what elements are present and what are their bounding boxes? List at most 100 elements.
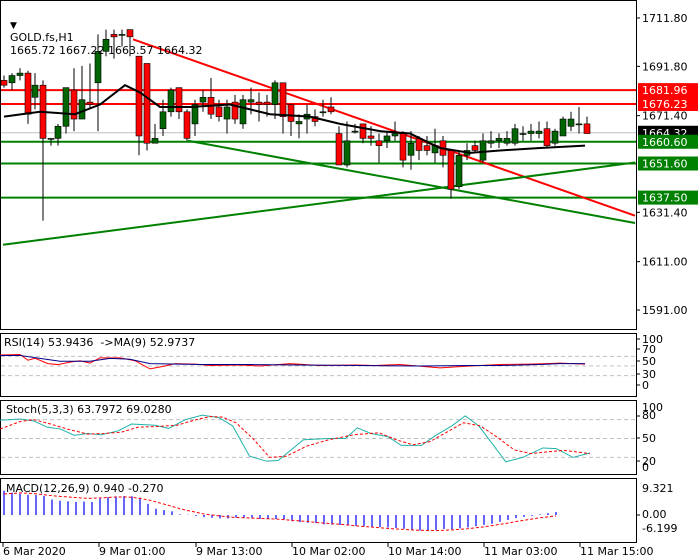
bear-candle [231, 101, 239, 120]
bull-candle [239, 99, 247, 125]
bull-candle [54, 125, 62, 139]
support-price-tag [638, 190, 698, 205]
bear-candle [287, 104, 295, 122]
bear-candle [215, 106, 223, 117]
bull-candle [495, 138, 503, 142]
bull-candle [167, 89, 175, 113]
bull-candle [62, 87, 70, 127]
bear-candle [367, 135, 375, 139]
bear-candle [183, 111, 191, 139]
stoch-tick-label: 50 [642, 432, 656, 445]
stoch-tick-label: 0 [642, 461, 649, 474]
trendline [187, 139, 636, 224]
price-tick-label: 1611.00 [642, 256, 688, 269]
rsi-tick-label: 30 [642, 368, 656, 381]
rsi-tick-label: 0 [642, 379, 649, 392]
bull-candle [383, 135, 391, 142]
axes: 1711.80 1691.80 1671.40 1631.40 1611.00 1591.… [2, 12, 698, 558]
bear-candle [279, 82, 287, 117]
price-tick-label: 1691.80 [642, 60, 688, 73]
bull-candle [295, 121, 303, 125]
bull-candle [151, 138, 159, 144]
bull-candle [551, 130, 559, 144]
macd-panel[interactable] [0, 478, 637, 543]
bear-candle [583, 123, 591, 134]
rsi-label: RSI(14) 53.9436 ->MA(9) 52.9737 [4, 336, 196, 349]
bull-candle [407, 142, 415, 156]
bear-candle [423, 145, 431, 151]
support-price-tag-label: 1637.50 [642, 192, 688, 205]
time-tick-label: 9 Mar 01:00 [99, 545, 165, 558]
rsi-ma-line [0, 354, 585, 367]
stoch-tick-label: 20 [642, 455, 656, 468]
support-price-tag [638, 156, 698, 171]
stoch-panel[interactable] [0, 400, 637, 475]
time-tick-label: 6 Mar 2020 [3, 545, 66, 558]
bear-candle [327, 106, 335, 113]
bear-candle [135, 55, 143, 137]
resistance-price-tag-label: 1681.96 [642, 84, 688, 97]
price-tick-label: 1591.00 [642, 304, 688, 317]
resistance-price-tag [638, 83, 698, 98]
bear-candle [359, 123, 367, 139]
bull-candle [391, 133, 399, 137]
bear-candle [86, 101, 94, 105]
bull-candle [319, 111, 327, 114]
rsi-plot [0, 353, 636, 377]
bull-candle [351, 130, 359, 133]
price-tick-label: 1711.80 [642, 12, 688, 25]
bull-candle [94, 51, 102, 84]
rsi-tick-label: 70 [642, 343, 656, 356]
stoch-label: Stoch(5,3,3) 63.7972 69.0280 [6, 403, 172, 416]
bear-candle [126, 29, 134, 38]
collapse-arrow-icon[interactable]: ▼ [10, 21, 17, 31]
bull-candle [455, 154, 463, 188]
macd-tick-label: 9.321 [642, 482, 674, 495]
moving-average-line [3, 84, 586, 154]
trendline [132, 38, 636, 217]
bull-candle [159, 111, 167, 130]
price-tick-label: 1671.40 [642, 110, 688, 123]
bull-candle [343, 140, 351, 166]
bull-candle [16, 72, 24, 76]
bull-candle [503, 138, 511, 144]
bear-candle [110, 34, 118, 38]
time-tick-label: 10 Mar 14:00 [388, 545, 461, 558]
bear-candle [143, 63, 151, 144]
stoch-plot [0, 414, 636, 463]
symbol-timeframe: GOLD.fs,H1 [10, 31, 74, 44]
ohlc-values: 1665.72 1667.22 1663.57 1664.32 [10, 44, 203, 57]
macd-signal-line [3, 492, 557, 532]
bull-candle [567, 118, 575, 127]
macd-tick-label: 0.00 [642, 508, 667, 521]
bear-candle [335, 133, 343, 166]
time-tick-label: 10 Mar 02:00 [292, 545, 365, 558]
bear-candle [0, 80, 8, 86]
bull-candle [271, 82, 279, 105]
bear-candle [447, 150, 455, 190]
rsi-tick-label: 50 [642, 355, 656, 368]
bull-candle [247, 99, 255, 103]
bear-candle [24, 72, 32, 115]
bull-candle [8, 75, 16, 84]
bull-candle [519, 133, 527, 135]
resistance-price-tag-label: 1676.23 [642, 98, 688, 111]
bear-candle [543, 128, 551, 146]
time-tick-label: 9 Mar 13:00 [196, 545, 262, 558]
price-plot [0, 29, 636, 246]
bull-candle [102, 38, 110, 52]
bear-candle [375, 140, 383, 146]
support-price-tag-label: 1651.60 [642, 158, 688, 171]
bull-candle [479, 140, 487, 161]
bull-candle [199, 96, 207, 103]
bull-candle [527, 130, 535, 134]
bear-candle [255, 101, 263, 105]
bear-candle [263, 101, 271, 105]
bull-candle [191, 104, 199, 125]
bull-candle [118, 34, 126, 36]
macd-plot [3, 490, 557, 532]
bear-candle [175, 87, 183, 113]
bull-candle [559, 118, 567, 137]
bull-candle [487, 140, 495, 144]
